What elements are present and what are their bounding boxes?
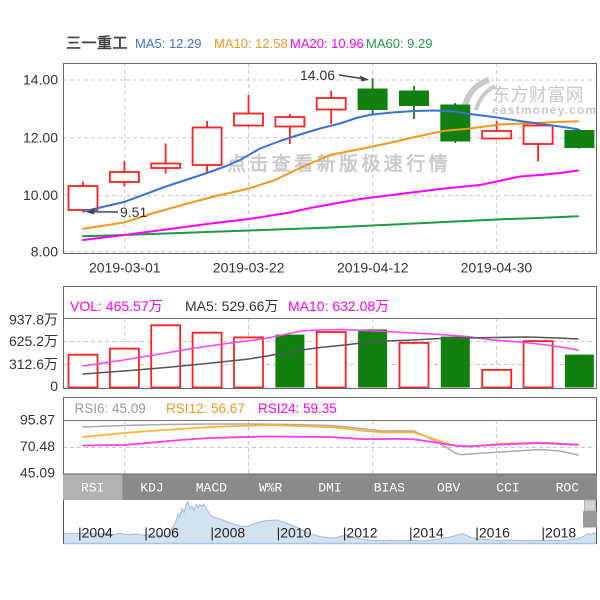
- svg-text:312.6万: 312.6万: [9, 356, 58, 372]
- svg-text:RSI12: 56.67: RSI12: 56.67: [166, 401, 245, 416]
- svg-text:|2014: |2014: [409, 525, 444, 541]
- svg-text:|2006: |2006: [144, 525, 179, 541]
- svg-text:MA10: 12.58: MA10: 12.58: [214, 36, 288, 51]
- svg-text:VOL: 465.57万: VOL: 465.57万: [70, 298, 163, 314]
- svg-text:2019-03-22: 2019-03-22: [213, 260, 285, 276]
- svg-text:|2008: |2008: [210, 525, 245, 541]
- svg-text:MA20: 10.96: MA20: 10.96: [290, 36, 364, 51]
- svg-text:625.2万: 625.2万: [9, 333, 58, 349]
- svg-text:三一重工: 三一重工: [66, 34, 128, 52]
- svg-text:MA10: 632.08万: MA10: 632.08万: [288, 298, 389, 314]
- svg-text:|2018: |2018: [541, 525, 576, 541]
- svg-text:|2004: |2004: [78, 525, 113, 541]
- svg-text:14.00: 14.00: [23, 72, 58, 88]
- svg-text:eastmoney.com: eastmoney.com: [492, 103, 597, 117]
- svg-text:BIAS: BIAS: [374, 481, 405, 496]
- svg-text:10.00: 10.00: [23, 187, 58, 203]
- svg-text:9.51: 9.51: [120, 204, 147, 220]
- svg-text:2019-04-30: 2019-04-30: [461, 260, 533, 276]
- svg-text:8.00: 8.00: [31, 243, 58, 259]
- svg-text:|2010: |2010: [277, 525, 312, 541]
- svg-text:MA60: 9.29: MA60: 9.29: [366, 36, 433, 51]
- svg-text:点击查看新版极速行情: 点击查看新版极速行情: [227, 152, 451, 175]
- svg-text:937.8万: 937.8万: [9, 312, 58, 328]
- svg-text:14.06: 14.06: [300, 67, 335, 83]
- svg-text:OBV: OBV: [437, 481, 461, 496]
- svg-text:KDJ: KDJ: [140, 481, 163, 496]
- svg-text:RSI24: 59.35: RSI24: 59.35: [258, 401, 337, 416]
- svg-text:2019-03-01: 2019-03-01: [89, 260, 161, 276]
- svg-text:70.48: 70.48: [20, 438, 55, 454]
- svg-text:W%R: W%R: [259, 481, 283, 496]
- svg-text:MA5: 529.66万: MA5: 529.66万: [185, 298, 278, 314]
- svg-text:DMI: DMI: [318, 481, 341, 496]
- svg-text:RSI6: 45.09: RSI6: 45.09: [75, 401, 146, 416]
- svg-text:|2016: |2016: [475, 525, 510, 541]
- svg-text:45.09: 45.09: [20, 465, 55, 481]
- svg-text:RSI: RSI: [81, 481, 104, 496]
- svg-text:|2012: |2012: [343, 525, 378, 541]
- svg-text:ROC: ROC: [556, 481, 580, 496]
- svg-text:95.87: 95.87: [20, 412, 55, 428]
- svg-text:2019-04-12: 2019-04-12: [337, 260, 409, 276]
- svg-text:东方财富网: 东方财富网: [492, 85, 584, 105]
- svg-text:MA5: 12.29: MA5: 12.29: [135, 36, 202, 51]
- svg-text:CCI: CCI: [496, 481, 519, 496]
- svg-text:MACD: MACD: [196, 481, 227, 496]
- svg-text:0: 0: [50, 378, 58, 394]
- svg-text:12.00: 12.00: [23, 129, 58, 145]
